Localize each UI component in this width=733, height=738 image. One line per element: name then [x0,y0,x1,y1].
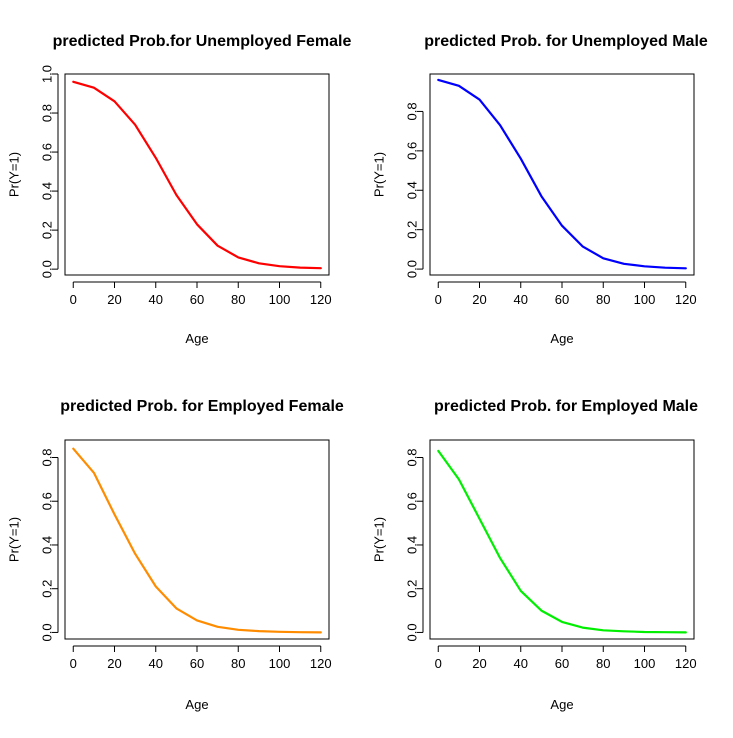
x-tick-label: 120 [675,656,697,671]
y-axis-label: Pr(Y=1) [7,152,22,197]
y-tick-label: 0.4 [405,536,420,554]
x-tick-label: 0 [435,292,442,307]
x-tick-label: 60 [555,292,569,307]
x-tick-label: 100 [269,656,291,671]
x-axis-label: Age [185,697,208,712]
x-tick-label: 20 [472,292,486,307]
x-tick-label: 80 [596,292,610,307]
x-tick-label: 60 [190,656,204,671]
x-tick-label: 80 [231,656,245,671]
plot-frame [64,73,330,276]
x-axis-label: Age [185,331,208,346]
y-tick-label: 0.8 [40,448,55,466]
y-tick-label: 0.8 [405,102,420,120]
y-tick-label: 0.4 [405,181,420,199]
y-tick-label: 0.4 [40,536,55,554]
y-tick-label: 0.0 [40,623,55,641]
y-tick-label: 0.8 [405,448,420,466]
y-tick-label: 0.6 [40,143,55,161]
x-tick-label: 40 [514,656,528,671]
chart-panel-1: predicted Prob.for Unemployed Female 0 20 4… [7,33,352,346]
chart-panel-4: predicted Prob. for Employed Male 0 20 40 60… [372,398,699,712]
x-axis-label: Age [550,331,573,346]
x-axis-label: Age [550,697,573,712]
y-axis-label: Pr(Y=1) [372,152,387,197]
x-tick-label: 80 [231,292,245,307]
series-line [437,449,687,634]
x-tick-label: 120 [675,292,697,307]
x-tick-label: 40 [149,292,163,307]
y-axis-label: Pr(Y=1) [372,517,387,562]
y-tick-label: 1.0 [40,65,55,83]
x-tick-label: 20 [107,292,121,307]
y-axis-label: Pr(Y=1) [7,517,22,562]
x-tick-label: 0 [435,656,442,671]
chart-title: predicted Prob.for Unemployed Female [53,33,352,50]
y-tick-label: 0.2 [405,221,420,239]
x-tick-label: 100 [634,292,656,307]
x-tick-label: 20 [107,656,121,671]
chart-panel-2: predicted Prob. for Unemployed Male 0 20 40… [372,33,708,346]
chart-title: predicted Prob. for Employed Male [434,398,698,415]
y-tick-label: 0.4 [40,182,55,200]
series-line [72,80,322,270]
y-tick-label: 0.8 [40,104,55,122]
series-line [437,78,687,270]
y-tick-label: 0.6 [405,142,420,160]
x-tick-label: 40 [514,292,528,307]
x-tick-label: 0 [70,292,77,307]
x-tick-label: 100 [269,292,291,307]
series-line [72,447,322,634]
x-tick-label: 100 [634,656,656,671]
y-tick-label: 0.0 [405,260,420,278]
plot-frame [64,439,330,640]
y-tick-label: 0.6 [40,492,55,510]
plot-frame [429,439,695,640]
x-tick-label: 40 [149,656,163,671]
plot-frame [429,73,695,276]
chart-title: predicted Prob. for Unemployed Male [424,33,708,50]
x-tick-label: 60 [190,292,204,307]
chart-panel-3: predicted Prob. for Employed Female 0 20 40… [7,398,344,712]
x-tick-label: 20 [472,656,486,671]
y-tick-label: 0.0 [40,260,55,278]
x-tick-label: 60 [555,656,569,671]
x-tick-label: 0 [70,656,77,671]
chart-title: predicted Prob. for Employed Female [60,398,344,415]
y-tick-label: 0.0 [405,623,420,641]
y-tick-label: 0.6 [405,492,420,510]
y-tick-label: 0.2 [405,580,420,598]
x-tick-label: 80 [596,656,610,671]
x-tick-label: 120 [310,292,332,307]
x-tick-label: 120 [310,656,332,671]
y-tick-label: 0.2 [40,221,55,239]
y-tick-label: 0.2 [40,580,55,598]
